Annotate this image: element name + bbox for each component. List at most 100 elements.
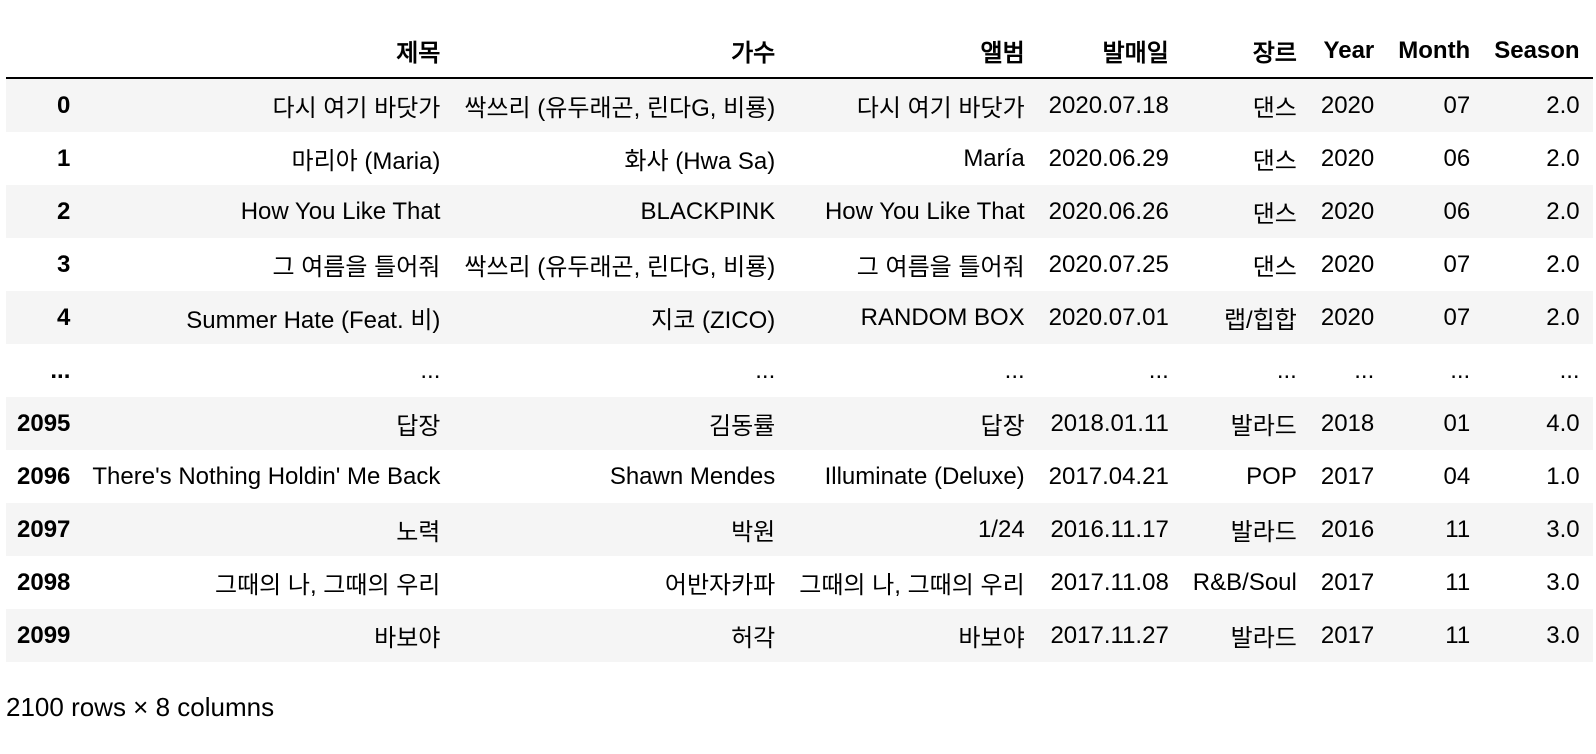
cell-month: 07 <box>1443 303 1471 331</box>
cell-artist: 박원 <box>731 519 776 546</box>
cell-artist: 화사 (Hwa Sa) <box>624 148 776 175</box>
column-header-release-date: 발매일 <box>1037 24 1182 79</box>
row-index: 2 <box>57 197 71 225</box>
table-row: 2095 답장 김동률 답장 2018.01.11 발라드 2018 01 4.0 <box>6 397 1593 450</box>
cell-genre: 댄스 <box>1252 201 1297 228</box>
column-header-artist: 가수 <box>453 24 789 79</box>
cell-year: 2018 <box>1320 409 1375 437</box>
index-header <box>6 24 82 79</box>
cell-artist: 싹쓰리 (유두래곤, 린다G, 비룡) <box>464 95 776 122</box>
column-header-year: Year <box>1309 24 1388 79</box>
cell-genre: 발라드 <box>1230 413 1297 440</box>
cell-month: 01 <box>1443 409 1471 437</box>
cell-release-date: 2017.11.27 <box>1050 621 1169 649</box>
cell-year: 2020 <box>1320 303 1375 331</box>
cell-season: 3.0 <box>1546 515 1580 543</box>
cell-release-date: 2020.07.01 <box>1048 303 1169 331</box>
cell-release-date: 2016.11.17 <box>1050 515 1169 543</box>
row-index: 2098 <box>17 568 71 596</box>
row-index: 1 <box>57 144 71 172</box>
cell-month: 11 <box>1445 621 1471 649</box>
cell-title: 노력 <box>396 519 441 546</box>
cell-season: ... <box>1559 356 1580 384</box>
cell-genre: ... <box>1276 356 1297 384</box>
cell-month: 07 <box>1443 91 1471 119</box>
cell-season: 3.0 <box>1546 621 1580 649</box>
cell-month: 04 <box>1443 462 1471 490</box>
cell-season: 2.0 <box>1546 197 1580 225</box>
cell-artist: 허각 <box>731 625 776 652</box>
cell-year: ... <box>1354 356 1375 384</box>
table-row: 3 그 여름을 틀어줘 싹쓰리 (유두래곤, 린다G, 비룡) 그 여름을 틀어줘 20… <box>6 238 1593 291</box>
cell-album: 1/24 <box>977 515 1025 543</box>
cell-title: Summer Hate (Feat. 비) <box>186 307 441 334</box>
column-header-album: 앨범 <box>788 24 1038 79</box>
cell-album: 그 여름을 틀어줘 <box>856 254 1025 281</box>
cell-release-date: 2020.07.18 <box>1048 91 1169 119</box>
cell-year: 2020 <box>1320 250 1375 278</box>
table-row: 4 Summer Hate (Feat. 비) 지코 (ZICO) RANDOM BO… <box>6 291 1593 344</box>
dataframe-output: 제목 가수 앨범 발매일 장르 Year Month Season 0 다시 여기… <box>6 24 1593 662</box>
cell-release-date: 2018.01.11 <box>1050 409 1169 437</box>
column-header-genre: 장르 <box>1181 24 1310 79</box>
dataframe-table: 제목 가수 앨범 발매일 장르 Year Month Season 0 다시 여기… <box>6 24 1593 662</box>
cell-month: 06 <box>1443 144 1471 172</box>
ellipsis-row: ........................... <box>6 344 1593 397</box>
cell-album: Illuminate (Deluxe) <box>824 462 1025 490</box>
cell-title: 그 여름을 틀어줘 <box>272 254 441 281</box>
cell-title: 그때의 나, 그때의 우리 <box>214 572 441 599</box>
cell-album: 답장 <box>980 413 1025 440</box>
cell-genre: 댄스 <box>1252 254 1297 281</box>
row-index: 0 <box>57 91 71 119</box>
column-header-season: Season <box>1483 24 1593 79</box>
row-index: 4 <box>57 303 71 331</box>
cell-year: 2020 <box>1320 91 1375 119</box>
cell-release-date: 2020.06.26 <box>1048 197 1169 225</box>
table-row: 2098 그때의 나, 그때의 우리 어반자카파 그때의 나, 그때의 우리 2017.… <box>6 556 1593 609</box>
cell-year: 2020 <box>1320 197 1375 225</box>
cell-album: María <box>963 144 1025 172</box>
cell-artist: 김동률 <box>709 413 776 440</box>
cell-year: 2016 <box>1320 515 1375 543</box>
table-shape-text: 2100 rows × 8 columns <box>6 692 275 722</box>
cell-artist: ... <box>755 356 776 384</box>
cell-artist: 어반자카파 <box>664 572 776 599</box>
cell-artist: 지코 (ZICO) <box>651 307 776 334</box>
row-index: 3 <box>57 250 71 278</box>
table-row: 2097 노력 박원 1/24 2016.11.17 발라드 2016 11 3.0 <box>6 503 1593 556</box>
cell-artist: Shawn Mendes <box>609 462 776 490</box>
cell-season: 2.0 <box>1546 303 1580 331</box>
cell-season: 3.0 <box>1546 568 1580 596</box>
cell-artist: BLACKPINK <box>640 197 776 225</box>
table-row: 0 다시 여기 바닷가 싹쓰리 (유두래곤, 린다G, 비룡) 다시 여기 바닷가 20… <box>6 78 1593 132</box>
cell-genre: 발라드 <box>1230 625 1297 652</box>
cell-release-date: 2017.04.21 <box>1048 462 1169 490</box>
cell-month: ... <box>1450 356 1471 384</box>
cell-title: 답장 <box>396 413 441 440</box>
cell-genre: 댄스 <box>1252 95 1297 122</box>
table-row: 2096 There's Nothing Holdin' Me Back Shawn… <box>6 450 1593 503</box>
cell-season: 2.0 <box>1546 144 1580 172</box>
cell-album: 그때의 나, 그때의 우리 <box>799 572 1025 599</box>
table-row: 1 마리아 (Maria) 화사 (Hwa Sa) María 2020.06.29 댄스… <box>6 132 1593 185</box>
cell-year: 2017 <box>1320 621 1375 649</box>
table-row: 2 How You Like That BLACKPINK How You Like … <box>6 185 1593 238</box>
cell-genre: R&B/Soul <box>1192 568 1297 596</box>
row-index: 2095 <box>17 409 71 437</box>
cell-month: 11 <box>1445 515 1471 543</box>
cell-release-date: 2020.07.25 <box>1048 250 1169 278</box>
cell-title: 다시 여기 바닷가 <box>272 95 441 122</box>
cell-album: RANDOM BOX <box>860 303 1025 331</box>
cell-season: 1.0 <box>1546 462 1580 490</box>
cell-season: 4.0 <box>1546 409 1580 437</box>
cell-album: How You Like That <box>824 197 1025 225</box>
table-body: 0 다시 여기 바닷가 싹쓰리 (유두래곤, 린다G, 비룡) 다시 여기 바닷가 20… <box>6 78 1593 662</box>
cell-genre: POP <box>1246 462 1297 490</box>
cell-genre: 발라드 <box>1230 519 1297 546</box>
cell-album: 바보야 <box>958 625 1025 652</box>
cell-year: 2017 <box>1320 568 1375 596</box>
cell-release-date: ... <box>1148 356 1169 384</box>
header-row: 제목 가수 앨범 발매일 장르 Year Month Season <box>6 24 1593 79</box>
cell-artist: 싹쓰리 (유두래곤, 린다G, 비룡) <box>464 254 776 281</box>
cell-month: 11 <box>1445 568 1471 596</box>
